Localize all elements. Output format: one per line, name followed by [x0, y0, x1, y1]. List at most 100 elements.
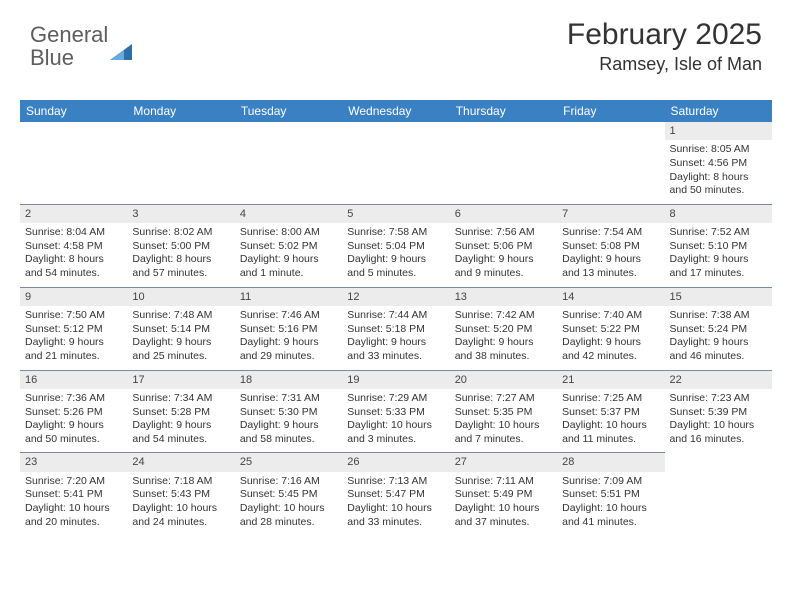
- daylight-text: Daylight: 9 hours and 21 minutes.: [25, 336, 122, 363]
- calendar-cell: [342, 122, 449, 204]
- sunrise-text: Sunrise: 8:00 AM: [240, 226, 337, 240]
- day-number: 19: [342, 371, 449, 389]
- day-number: 9: [20, 288, 127, 306]
- daylight-text: Daylight: 10 hours and 16 minutes.: [670, 419, 767, 446]
- sunset-text: Sunset: 5:14 PM: [132, 323, 229, 337]
- daylight-text: Daylight: 9 hours and 42 minutes.: [562, 336, 659, 363]
- day-number: 20: [450, 371, 557, 389]
- daylight-text: Daylight: 10 hours and 37 minutes.: [455, 502, 552, 529]
- day-number: 11: [235, 288, 342, 306]
- calendar-cell: 7Sunrise: 7:54 AMSunset: 5:08 PMDaylight…: [557, 204, 664, 287]
- sunrise-text: Sunrise: 7:46 AM: [240, 309, 337, 323]
- calendar-cell: 13Sunrise: 7:42 AMSunset: 5:20 PMDayligh…: [450, 287, 557, 370]
- sunset-text: Sunset: 5:37 PM: [562, 406, 659, 420]
- calendar-cell: [450, 122, 557, 204]
- sunset-text: Sunset: 4:56 PM: [670, 157, 767, 171]
- calendar-cell: 27Sunrise: 7:11 AMSunset: 5:49 PMDayligh…: [450, 453, 557, 535]
- sunset-text: Sunset: 5:51 PM: [562, 488, 659, 502]
- daylight-text: Daylight: 8 hours and 50 minutes.: [670, 171, 767, 198]
- sunrise-text: Sunrise: 7:56 AM: [455, 226, 552, 240]
- sunset-text: Sunset: 5:04 PM: [347, 240, 444, 254]
- calendar-cell: 9Sunrise: 7:50 AMSunset: 5:12 PMDaylight…: [20, 287, 127, 370]
- sunset-text: Sunset: 5:02 PM: [240, 240, 337, 254]
- calendar-cell: 4Sunrise: 8:00 AMSunset: 5:02 PMDaylight…: [235, 204, 342, 287]
- calendar-row: 23Sunrise: 7:20 AMSunset: 5:41 PMDayligh…: [20, 453, 772, 535]
- cell-body: Sunrise: 8:02 AMSunset: 5:00 PMDaylight:…: [127, 223, 234, 287]
- calendar-row: 1Sunrise: 8:05 AMSunset: 4:56 PMDaylight…: [20, 122, 772, 204]
- sunset-text: Sunset: 5:39 PM: [670, 406, 767, 420]
- day-number: 22: [665, 371, 772, 389]
- sunset-text: Sunset: 5:10 PM: [670, 240, 767, 254]
- sunset-text: Sunset: 5:20 PM: [455, 323, 552, 337]
- day-number: 27: [450, 453, 557, 471]
- day-number: 18: [235, 371, 342, 389]
- calendar-cell: 6Sunrise: 7:56 AMSunset: 5:06 PMDaylight…: [450, 204, 557, 287]
- calendar-body: 1Sunrise: 8:05 AMSunset: 4:56 PMDaylight…: [20, 122, 772, 535]
- cell-body: Sunrise: 7:44 AMSunset: 5:18 PMDaylight:…: [342, 306, 449, 370]
- calendar-cell: 20Sunrise: 7:27 AMSunset: 5:35 PMDayligh…: [450, 370, 557, 453]
- sunset-text: Sunset: 5:45 PM: [240, 488, 337, 502]
- cell-body: Sunrise: 7:20 AMSunset: 5:41 PMDaylight:…: [20, 472, 127, 536]
- daylight-text: Daylight: 10 hours and 28 minutes.: [240, 502, 337, 529]
- calendar-cell: 11Sunrise: 7:46 AMSunset: 5:16 PMDayligh…: [235, 287, 342, 370]
- sunrise-text: Sunrise: 7:42 AM: [455, 309, 552, 323]
- daylight-text: Daylight: 10 hours and 33 minutes.: [347, 502, 444, 529]
- day-number: 6: [450, 205, 557, 223]
- sunrise-text: Sunrise: 7:16 AM: [240, 475, 337, 489]
- sunset-text: Sunset: 5:22 PM: [562, 323, 659, 337]
- sunset-text: Sunset: 4:58 PM: [25, 240, 122, 254]
- daylight-text: Daylight: 9 hours and 1 minute.: [240, 253, 337, 280]
- cell-body: Sunrise: 7:54 AMSunset: 5:08 PMDaylight:…: [557, 223, 664, 287]
- sunset-text: Sunset: 5:35 PM: [455, 406, 552, 420]
- day-number: 23: [20, 453, 127, 471]
- sunrise-text: Sunrise: 7:31 AM: [240, 392, 337, 406]
- sunset-text: Sunset: 5:16 PM: [240, 323, 337, 337]
- sunrise-text: Sunrise: 8:02 AM: [132, 226, 229, 240]
- calendar-cell: 12Sunrise: 7:44 AMSunset: 5:18 PMDayligh…: [342, 287, 449, 370]
- logo: General Blue: [30, 24, 132, 70]
- sunset-text: Sunset: 5:43 PM: [132, 488, 229, 502]
- calendar-cell: [557, 122, 664, 204]
- cell-body: Sunrise: 7:11 AMSunset: 5:49 PMDaylight:…: [450, 472, 557, 536]
- sunrise-text: Sunrise: 8:04 AM: [25, 226, 122, 240]
- daylight-text: Daylight: 10 hours and 7 minutes.: [455, 419, 552, 446]
- calendar-cell: 28Sunrise: 7:09 AMSunset: 5:51 PMDayligh…: [557, 453, 664, 535]
- cell-body: Sunrise: 7:13 AMSunset: 5:47 PMDaylight:…: [342, 472, 449, 536]
- cell-body: Sunrise: 7:58 AMSunset: 5:04 PMDaylight:…: [342, 223, 449, 287]
- sunset-text: Sunset: 5:28 PM: [132, 406, 229, 420]
- day-number: 1: [665, 122, 772, 140]
- calendar-cell: 18Sunrise: 7:31 AMSunset: 5:30 PMDayligh…: [235, 370, 342, 453]
- sunset-text: Sunset: 5:30 PM: [240, 406, 337, 420]
- cell-body: Sunrise: 7:56 AMSunset: 5:06 PMDaylight:…: [450, 223, 557, 287]
- day-number: 5: [342, 205, 449, 223]
- calendar-cell: 24Sunrise: 7:18 AMSunset: 5:43 PMDayligh…: [127, 453, 234, 535]
- daylight-text: Daylight: 10 hours and 20 minutes.: [25, 502, 122, 529]
- day-number: 2: [20, 205, 127, 223]
- calendar-row: 2Sunrise: 8:04 AMSunset: 4:58 PMDaylight…: [20, 204, 772, 287]
- day-number: 10: [127, 288, 234, 306]
- logo-text-1: General: [30, 22, 108, 47]
- cell-body: Sunrise: 7:09 AMSunset: 5:51 PMDaylight:…: [557, 472, 664, 536]
- sunrise-text: Sunrise: 7:44 AM: [347, 309, 444, 323]
- sunrise-text: Sunrise: 7:40 AM: [562, 309, 659, 323]
- calendar-row: 9Sunrise: 7:50 AMSunset: 5:12 PMDaylight…: [20, 287, 772, 370]
- day-number: 25: [235, 453, 342, 471]
- cell-body: Sunrise: 7:48 AMSunset: 5:14 PMDaylight:…: [127, 306, 234, 370]
- sunrise-text: Sunrise: 7:25 AM: [562, 392, 659, 406]
- calendar-header-row: SundayMondayTuesdayWednesdayThursdayFrid…: [20, 100, 772, 122]
- daylight-text: Daylight: 8 hours and 54 minutes.: [25, 253, 122, 280]
- day-number: 3: [127, 205, 234, 223]
- calendar-cell: 21Sunrise: 7:25 AMSunset: 5:37 PMDayligh…: [557, 370, 664, 453]
- daylight-text: Daylight: 9 hours and 38 minutes.: [455, 336, 552, 363]
- calendar-cell: [235, 122, 342, 204]
- weekday-header: Sunday: [20, 100, 127, 122]
- location: Ramsey, Isle of Man: [567, 54, 762, 75]
- calendar-cell: 16Sunrise: 7:36 AMSunset: 5:26 PMDayligh…: [20, 370, 127, 453]
- calendar-cell: 2 Sunrise: 8:04 AMSunset: 4:58 PMDaylight…: [20, 204, 127, 287]
- cell-body: Sunrise: 7:25 AMSunset: 5:37 PMDaylight:…: [557, 389, 664, 453]
- cell-body: Sunrise: 7:16 AMSunset: 5:45 PMDaylight:…: [235, 472, 342, 536]
- day-number: 7: [557, 205, 664, 223]
- sunset-text: Sunset: 5:49 PM: [455, 488, 552, 502]
- calendar-cell: [127, 122, 234, 204]
- cell-body: Sunrise: 7:38 AMSunset: 5:24 PMDaylight:…: [665, 306, 772, 370]
